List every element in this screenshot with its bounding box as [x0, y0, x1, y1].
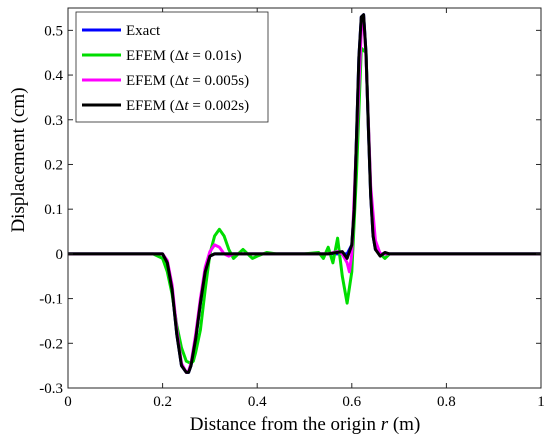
- y-axis-label: Displacement (cm): [8, 87, 29, 232]
- x-tick-label: 0: [64, 394, 72, 410]
- series-layer: [68, 13, 541, 374]
- y-tick-label: 0.5: [44, 23, 63, 39]
- y-tick-label: 0.4: [44, 68, 63, 84]
- legend-label-4: EFEM (Δt = 0.002s): [126, 98, 249, 114]
- plot-frame: [67, 7, 542, 389]
- y-tick-label: 0.1: [44, 202, 63, 218]
- y-tick-label: 0.3: [44, 113, 63, 129]
- x-tick-label: 0.4: [248, 394, 267, 410]
- legend-label-2: EFEM (Δt = 0.01s): [126, 48, 242, 64]
- y-tick-label: -0.1: [39, 292, 63, 308]
- x-tick-label: 0.8: [437, 394, 456, 410]
- legend: Exact EFEM (Δt = 0.01s) EFEM (Δt = 0.005s)…: [75, 11, 269, 123]
- y-tick-label: -0.3: [39, 381, 63, 397]
- series-line-4: [68, 13, 541, 374]
- x-axis-label: Distance from the origin r (m): [190, 414, 421, 435]
- x-tick-label: 0.6: [342, 394, 361, 410]
- ticks-layer: 0 0.2 0.4 0.6 0.8 1 -0.3 -0.2 -0.1 0 0.1 0.2 0.3 0.4 0…: [39, 8, 545, 410]
- x-tick-label: 0.2: [153, 394, 172, 410]
- y-tick-label: 0: [56, 247, 64, 263]
- legend-label-1: Exact: [126, 23, 161, 39]
- legend-label-3: EFEM (Δt = 0.005s): [126, 73, 249, 89]
- y-tick-label: 0.2: [44, 157, 63, 173]
- y-tick-label: -0.2: [39, 336, 63, 352]
- x-tick-label: 1: [537, 394, 545, 410]
